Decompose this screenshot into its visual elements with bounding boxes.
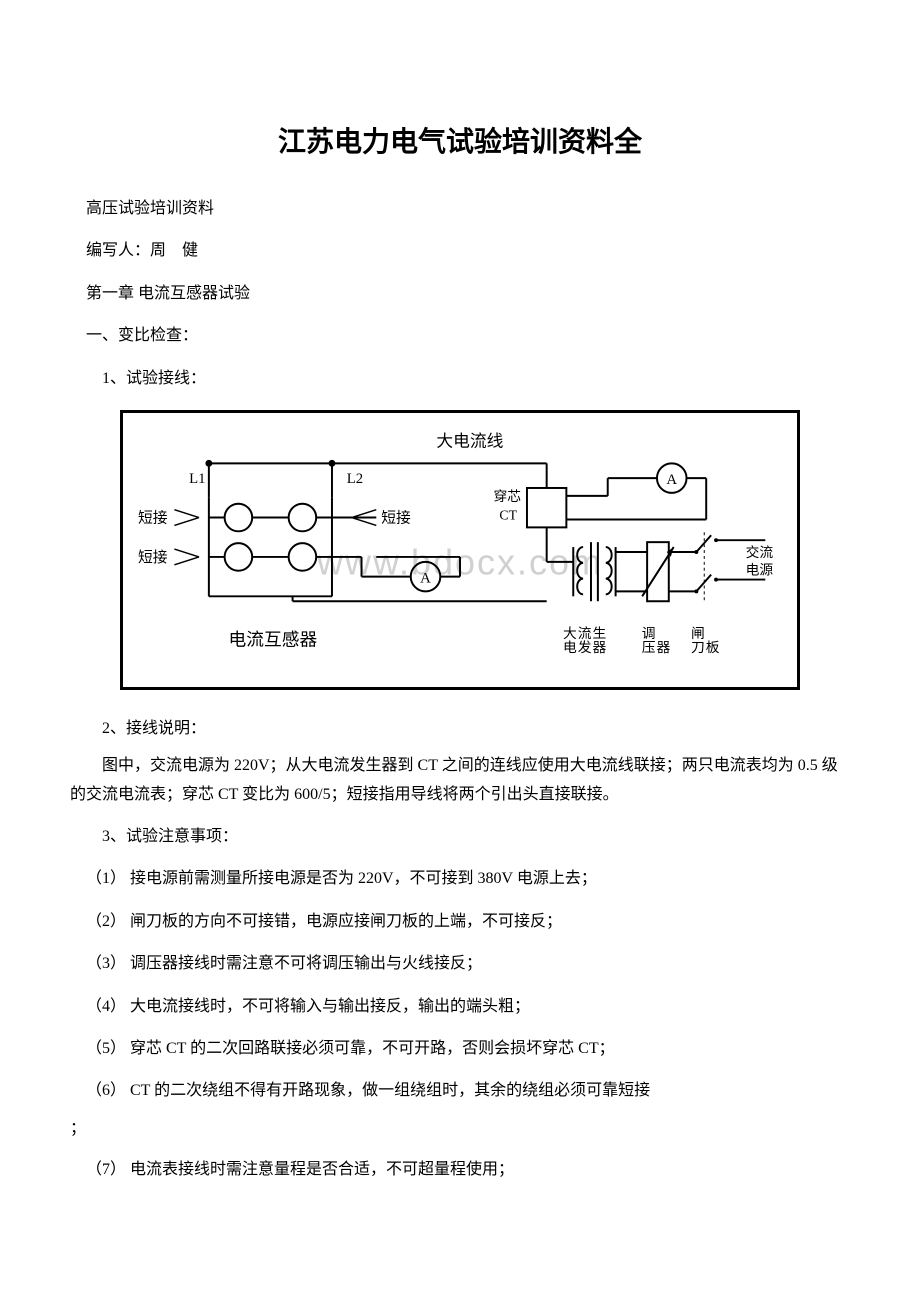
- label-short2: 短接: [138, 549, 168, 566]
- svg-text:板: 板: [704, 626, 720, 654]
- label-a1: A: [420, 570, 431, 586]
- item-3: 3、试验注意事项：: [70, 818, 850, 856]
- note-5: （5） 穿芯 CT 的二次回路联接必须可靠，不可开路，否则会损坏穿芯 CT；: [70, 1030, 850, 1068]
- label-switch: 闸刀: [689, 626, 705, 655]
- desc-2: 图中，交流电源为 220V；从大电流发生器到 CT 之间的连线应使用大电流线联接…: [70, 752, 850, 810]
- chapter-heading: 第一章 电流互感器试验: [70, 275, 850, 313]
- note-3: （3） 调压器接线时需注意不可将调压输出与火线接反；: [70, 945, 850, 983]
- label-ct-main: 电流互感器: [229, 630, 318, 650]
- label-short1: 短接: [138, 509, 168, 526]
- note-6: （6） CT 的二次绕组不得有开路现象，做一组绕组时，其余的绕组必须可靠短接: [70, 1072, 850, 1110]
- label-a2: A: [666, 472, 677, 488]
- item-2: 2、接线说明：: [70, 710, 850, 748]
- label-top: 大电流线: [436, 432, 503, 451]
- note-2: （2） 闸刀板的方向不可接错，电源应接闸刀板的上端，不可接反；: [70, 903, 850, 941]
- label-ct-small: CT: [499, 507, 517, 522]
- label-ac1: 交流: [746, 544, 774, 560]
- note-6b: ；: [70, 1115, 850, 1144]
- label-short3: 短接: [381, 509, 411, 526]
- diagram-svg: 大电流线 L1 L2 短接: [135, 425, 785, 679]
- document-title: 江苏电力电气试验培训资料全: [70, 120, 850, 160]
- section-heading: 一、变比检查：: [70, 317, 850, 355]
- note-4: （4） 大电流接线时，不可将输入与输出接反，输出的端头粗；: [70, 988, 850, 1026]
- svg-text:生器: 生器: [590, 626, 606, 654]
- label-ac2: 电源: [746, 563, 774, 578]
- author-line: 编写人：周 健: [70, 232, 850, 270]
- note-7: （7） 电流表接线时需注意量程是否合适，不可超量程使用；: [70, 1151, 850, 1189]
- note-1: （1） 接电源前需测量所接电源是否为 220V，不可接到 380V 电源上去；: [70, 860, 850, 898]
- svg-text:器: 器: [654, 626, 670, 654]
- label-regulator: 调压: [640, 626, 656, 654]
- svg-text:流发: 流发: [576, 626, 592, 654]
- label-generator: 大电: [561, 626, 577, 654]
- label-l1: L1: [189, 471, 205, 487]
- label-chuanxin: 穿芯: [493, 489, 521, 504]
- circuit-diagram: www.bdocx.com 大电流线 L1 L2: [120, 410, 800, 690]
- item-1: 1、试验接线：: [70, 360, 850, 398]
- subtitle: 高压试验培训资料: [70, 190, 850, 228]
- label-l2: L2: [347, 471, 363, 487]
